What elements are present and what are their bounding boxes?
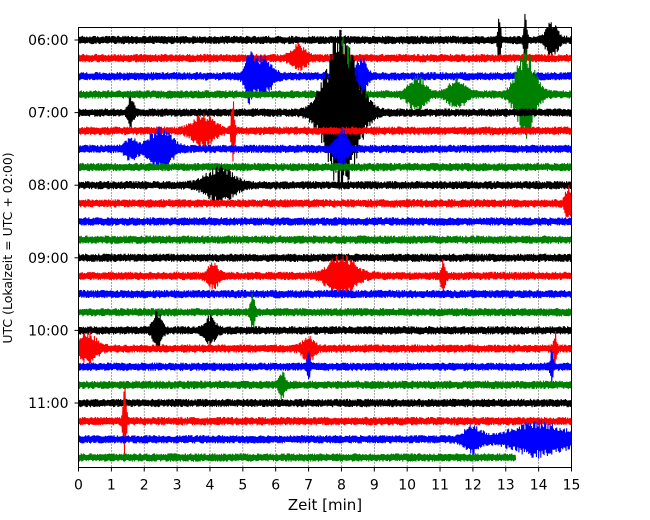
x-tick-label: 8 xyxy=(337,478,346,494)
y-axis: 06:00 07:00 08:00 09:00 10:00 11:00 xyxy=(28,33,79,412)
trace-row xyxy=(77,254,573,299)
y-tick-label: 11:00 xyxy=(28,396,68,412)
x-tick-label: 12 xyxy=(464,478,482,494)
y-tick-label: 10:00 xyxy=(28,323,68,339)
x-tick-label: 0 xyxy=(74,478,83,494)
y-tick-label: 06:00 xyxy=(28,33,68,49)
x-tick-label: 6 xyxy=(271,478,280,494)
trace-row xyxy=(77,29,573,190)
x-tick-label: 3 xyxy=(173,478,182,494)
y-tick-label: 08:00 xyxy=(28,178,68,194)
trace-row xyxy=(77,162,573,172)
x-tick-label: 9 xyxy=(370,478,379,494)
y-axis-title: UTC (Lokalzeit = UTC + 02:00) xyxy=(0,152,15,343)
trace-row xyxy=(77,217,573,226)
x-tick-label: 11 xyxy=(431,478,449,494)
x-tick-label: 4 xyxy=(206,478,215,494)
trace-row xyxy=(77,371,573,400)
trace-row xyxy=(77,349,573,384)
trace-row xyxy=(77,185,573,218)
plot-frame xyxy=(78,27,572,468)
trace-rows xyxy=(77,13,573,462)
y-tick-label: 07:00 xyxy=(28,106,68,122)
trace-row xyxy=(77,253,573,263)
trace-row xyxy=(77,420,573,459)
trace-row xyxy=(77,165,573,205)
x-tick-label: 13 xyxy=(497,478,515,494)
x-tick-label: 5 xyxy=(238,478,247,494)
x-tick-label: 14 xyxy=(530,478,548,494)
trace-row xyxy=(77,387,573,456)
x-axis: 0 1 2 3 4 5 6 7 8 9 10 11 12 13 14 15 xyxy=(74,467,581,494)
trace-row xyxy=(77,310,573,350)
trace-row xyxy=(77,235,573,244)
x-tick-label: 1 xyxy=(107,478,116,494)
x-axis-title: Zeit [min] xyxy=(288,496,362,514)
vertical-grid xyxy=(111,27,539,468)
trace-row xyxy=(77,42,573,71)
y-tick-label: 09:00 xyxy=(28,251,68,267)
trace-row xyxy=(77,13,573,62)
x-tick-label: 2 xyxy=(140,478,149,494)
x-tick-label: 10 xyxy=(398,478,416,494)
x-tick-label: 7 xyxy=(304,478,313,494)
trace-row xyxy=(77,453,517,462)
x-tick-label: 15 xyxy=(563,478,581,494)
trace-row xyxy=(77,398,573,408)
trace-row xyxy=(77,331,573,367)
trace-row xyxy=(77,289,573,299)
